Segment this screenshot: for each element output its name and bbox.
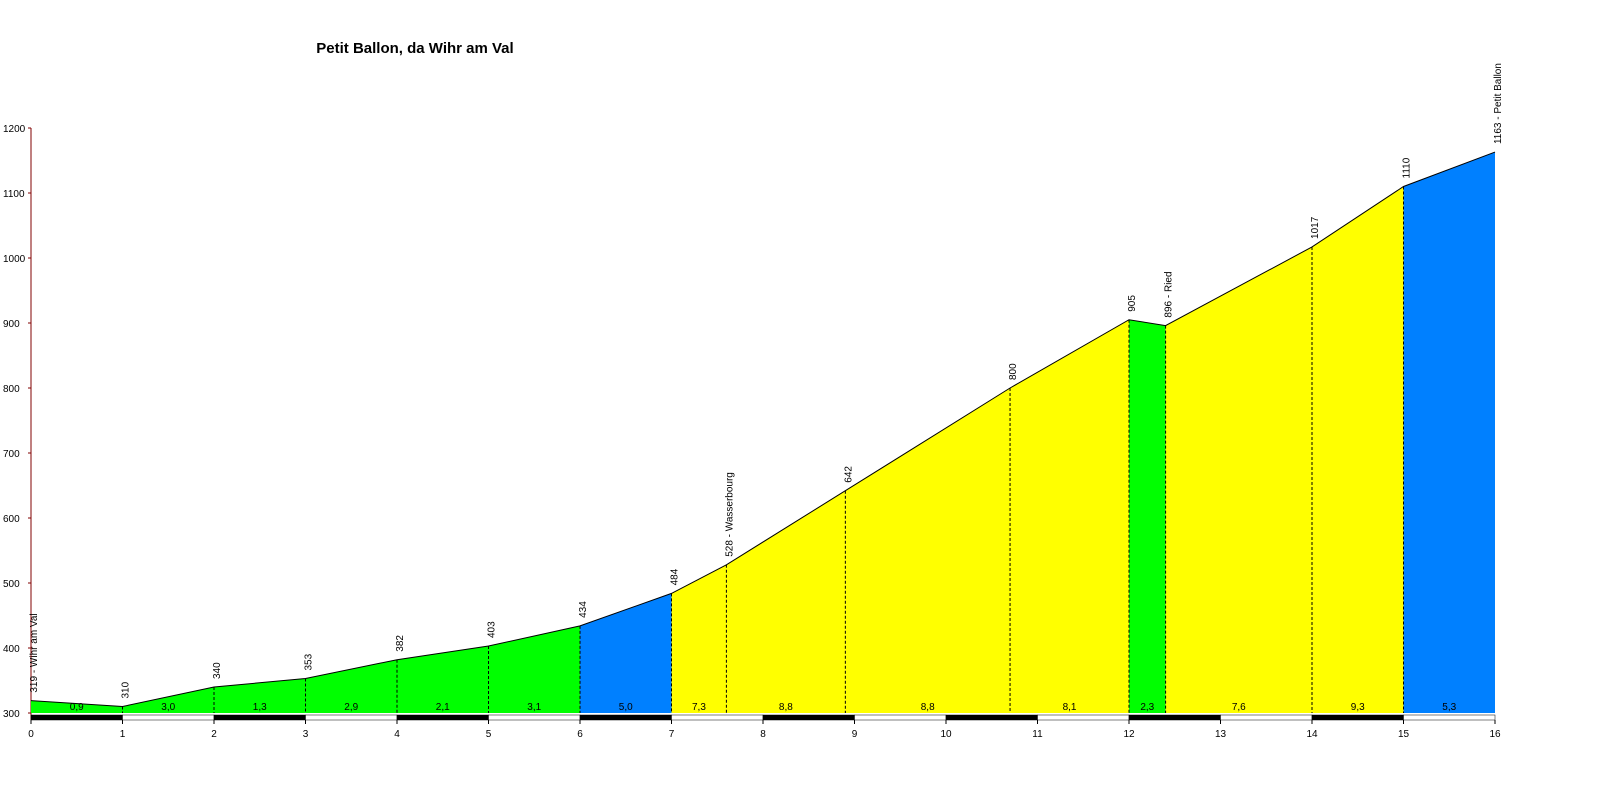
grade-label: 2,9	[344, 702, 358, 713]
profile-segment	[845, 388, 1011, 713]
km-stripe	[671, 714, 764, 721]
x-tick-label: 5	[486, 729, 492, 740]
x-tick-label: 0	[28, 729, 34, 740]
grade-label: 5,0	[619, 702, 633, 713]
km-stripe	[1311, 714, 1404, 721]
x-tick-label: 4	[394, 729, 400, 740]
elevation-label: 382	[395, 635, 406, 652]
chart-title: Petit Ballon, da Wihr am Val	[316, 40, 513, 57]
elevation-label: 340	[212, 662, 223, 679]
grade-label: 5,3	[1442, 702, 1456, 713]
grade-label: 8,8	[779, 702, 793, 713]
elevation-label: 800	[1008, 363, 1019, 380]
grade-label: 7,6	[1232, 702, 1246, 713]
profile-segment	[305, 659, 397, 713]
grade-label: 2,1	[436, 702, 450, 713]
grade-label: 8,8	[921, 702, 935, 713]
elevation-label: 1110	[1402, 157, 1413, 178]
profile-segment	[580, 593, 672, 713]
profile-line	[30, 151, 1496, 708]
elevation-label: 310	[121, 681, 132, 698]
grade-label: 2,3	[1140, 702, 1154, 713]
profile-segment	[671, 564, 727, 713]
km-stripe	[1403, 714, 1496, 721]
profile-segment	[31, 700, 123, 713]
km-stripe	[488, 714, 581, 721]
grade-label: 3,0	[161, 702, 175, 713]
y-tick-label: 1000	[3, 254, 26, 265]
grade-label: 3,1	[527, 702, 541, 713]
profile-segment	[1165, 246, 1312, 713]
profile-segment	[397, 646, 489, 713]
x-tick-label: 9	[852, 729, 858, 740]
elevation-label: 642	[843, 466, 854, 483]
x-tick-label: 7	[669, 729, 675, 740]
elevation-label: 1163 - Petit Ballon	[1493, 63, 1504, 144]
x-tick-label: 1	[120, 729, 126, 740]
profile-segment	[726, 490, 846, 713]
km-stripe	[762, 714, 855, 721]
y-tick-label: 1100	[3, 189, 25, 200]
km-stripe	[1220, 714, 1313, 721]
grade-label: 7,3	[692, 702, 706, 713]
km-stripe	[854, 714, 947, 721]
x-tick-label: 14	[1306, 729, 1318, 740]
y-tick-label: 700	[3, 449, 20, 460]
km-stripe	[213, 714, 306, 721]
km-stripe	[945, 714, 1038, 721]
y-tick-label: 400	[3, 644, 20, 655]
x-tick-label: 15	[1398, 729, 1410, 740]
elevation-label: 434	[578, 601, 589, 618]
elevation-label: 484	[670, 568, 681, 585]
profile-segment	[1312, 186, 1404, 713]
km-stripe	[396, 714, 489, 721]
km-stripe	[579, 714, 672, 721]
elevation-label: 353	[304, 653, 315, 670]
elevation-label: 319 - Wihr am Val	[29, 613, 40, 692]
profile-segment	[1403, 152, 1495, 714]
y-tick-label: 900	[3, 319, 20, 330]
elevation-label: 905	[1127, 295, 1138, 312]
profile-segment	[122, 687, 214, 713]
x-tick-label: 6	[577, 729, 583, 740]
x-tick-label: 8	[760, 729, 766, 740]
x-tick-label: 16	[1489, 729, 1501, 740]
km-stripe	[122, 714, 215, 721]
grade-label: 0,9	[70, 702, 84, 713]
elevation-label: 403	[487, 621, 498, 638]
km-stripe	[1037, 714, 1130, 721]
elevation-label: 528 - Wasserbourg	[724, 472, 735, 557]
y-tick-label: 1200	[3, 124, 26, 135]
km-stripe	[1128, 714, 1221, 721]
y-tick-label: 300	[3, 709, 20, 720]
elevation-label: 896 - Ried	[1164, 271, 1175, 317]
profile-segment	[214, 678, 306, 713]
x-tick-label: 13	[1215, 729, 1227, 740]
x-tick-label: 3	[303, 729, 309, 740]
km-stripe	[30, 714, 123, 721]
grade-label: 1,3	[253, 702, 267, 713]
x-tick-label: 11	[1032, 729, 1043, 740]
grade-label: 9,3	[1351, 702, 1365, 713]
y-tick-label: 500	[3, 579, 20, 590]
profile-segment	[1010, 319, 1129, 713]
y-tick-label: 600	[3, 514, 20, 525]
x-tick-label: 2	[211, 729, 217, 740]
y-tick-label: 800	[3, 384, 20, 395]
elevation-label: 1017	[1310, 216, 1321, 239]
x-tick-label: 10	[940, 729, 952, 740]
profile-segment	[488, 625, 580, 713]
grade-label: 8,1	[1063, 702, 1077, 713]
km-stripe	[305, 714, 398, 721]
x-tick-label: 12	[1123, 729, 1135, 740]
profile-segment	[1129, 319, 1166, 713]
